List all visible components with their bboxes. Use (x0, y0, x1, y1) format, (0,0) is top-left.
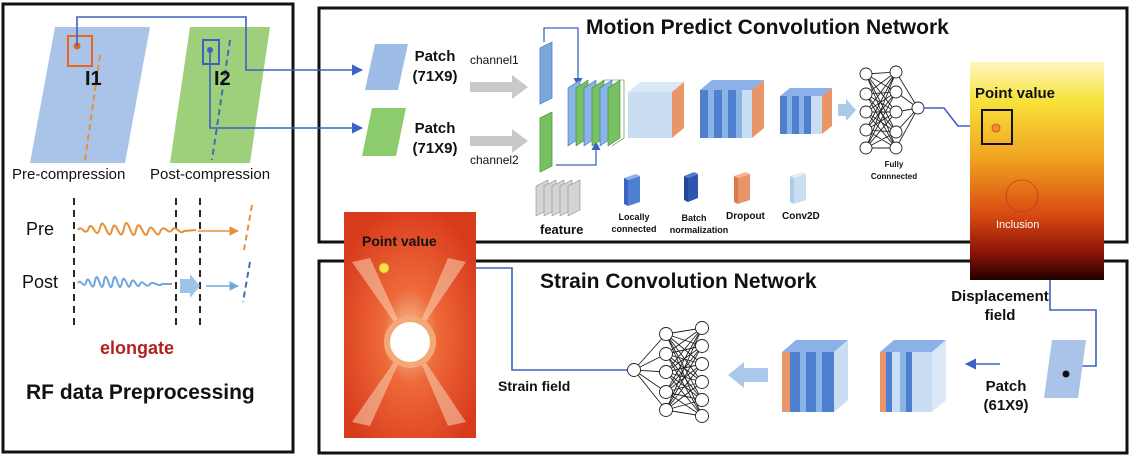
legend-locally-1: Locally (618, 212, 650, 222)
channel1-label: channel1 (470, 53, 519, 67)
elongate-label: elongate (100, 338, 175, 358)
strain-patch-name: Patch (985, 378, 1027, 395)
strain-patch-point (1062, 370, 1070, 378)
pre-compression-frame (30, 27, 150, 163)
strain-inclusion-hole (390, 322, 430, 362)
channel1-skip (543, 27, 583, 87)
pre-trace-mark (243, 204, 253, 251)
displacement-point-value-label: Point value (975, 85, 1056, 102)
rf-panel-frame (1, 2, 295, 454)
conv-block-1 (628, 82, 684, 138)
strain-panel-title: Strain Convolution Network (540, 270, 817, 293)
pre-compression-label: Pre-compression (12, 166, 126, 183)
inclusion-circle (1005, 179, 1039, 213)
legend-locally-2: connected (611, 224, 657, 234)
pre-rf-wave (77, 222, 197, 236)
channel2-strip (539, 111, 553, 173)
conv-block-2 (700, 80, 764, 138)
patch1-shape (365, 44, 408, 90)
legend-batch-norm-cube (684, 172, 698, 202)
i1-to-patch1-arrow (76, 16, 364, 76)
fully-connected-net-1 (859, 65, 925, 155)
channel1-strip (539, 41, 553, 105)
strain-panel-frame (317, 259, 1129, 455)
strain-point-value-label: Point value (362, 233, 437, 249)
conv-block-3 (780, 88, 832, 134)
post-compression-frame (170, 27, 270, 163)
label-i2: I2 (214, 68, 231, 90)
displacement-label-2: field (984, 307, 1016, 324)
legend-batch-1: Batch (681, 213, 707, 223)
post-compression-label: Post-compression (150, 166, 271, 183)
channel1-arrow (470, 75, 528, 99)
inclusion-label: Inclusion (996, 219, 1040, 231)
post-window-box (202, 39, 220, 65)
to-fc-arrow (838, 99, 856, 121)
rf-panel-title: RF data Preprocessing (26, 381, 255, 404)
strain-patch-size: (61X9) (983, 397, 1029, 414)
post-trace-mark (242, 261, 251, 303)
pre-window-box (67, 35, 93, 67)
strain-block-a (880, 340, 946, 412)
motion-panel-frame (317, 6, 1129, 244)
legend-batch-2: normalization (669, 225, 729, 235)
channel2-skip (556, 141, 601, 166)
post-rf-wave (77, 275, 172, 289)
label-i1: I1 (85, 68, 102, 90)
strain-field-pattern (352, 258, 466, 426)
strain-block-arrow (728, 362, 768, 388)
legend-locally-connected-cube (624, 174, 640, 206)
fully-connected-label-2: Connnected (870, 172, 918, 181)
displacement-point-box (981, 109, 1013, 145)
displacement-to-patch-arrow (1049, 280, 1097, 367)
elongate-arrow (180, 274, 200, 298)
displacement-label-1: Displacement (951, 288, 1049, 305)
legend-conv2d: Conv2D (782, 211, 820, 222)
patch1-name: Patch (414, 48, 456, 65)
channel2-arrow (470, 129, 528, 153)
fully-connected-label-1: Fully (884, 160, 904, 169)
pre-scan-line (84, 54, 101, 161)
feature-label: feature (540, 222, 584, 237)
fully-connected-net-2 (627, 321, 709, 423)
pre-label: Pre (26, 219, 55, 239)
strain-field-label: Strain field (498, 378, 571, 394)
patch1-size: (71X9) (412, 68, 458, 85)
patch2-name: Patch (414, 120, 456, 137)
displacement-point (991, 123, 1001, 133)
feature-stack (535, 179, 581, 217)
i2-to-patch2-arrow (209, 50, 364, 134)
displacement-field-map (970, 62, 1104, 280)
motion-panel-title: Motion Predict Convolution Network (586, 16, 949, 39)
patch2-size: (71X9) (412, 140, 458, 157)
legend-conv2d-cube (790, 172, 806, 204)
channel2-label: channel2 (470, 153, 519, 167)
post-scan-line (211, 39, 231, 161)
strain-point (378, 262, 390, 274)
strain-block-b (782, 340, 848, 412)
patch2-shape (362, 108, 406, 156)
legend-dropout-cube (734, 172, 750, 204)
legend-dropout: Dropout (726, 211, 765, 222)
post-label: Post (22, 272, 59, 292)
stacked-feature-block (567, 79, 625, 147)
strain-patch-shape (1044, 340, 1086, 398)
